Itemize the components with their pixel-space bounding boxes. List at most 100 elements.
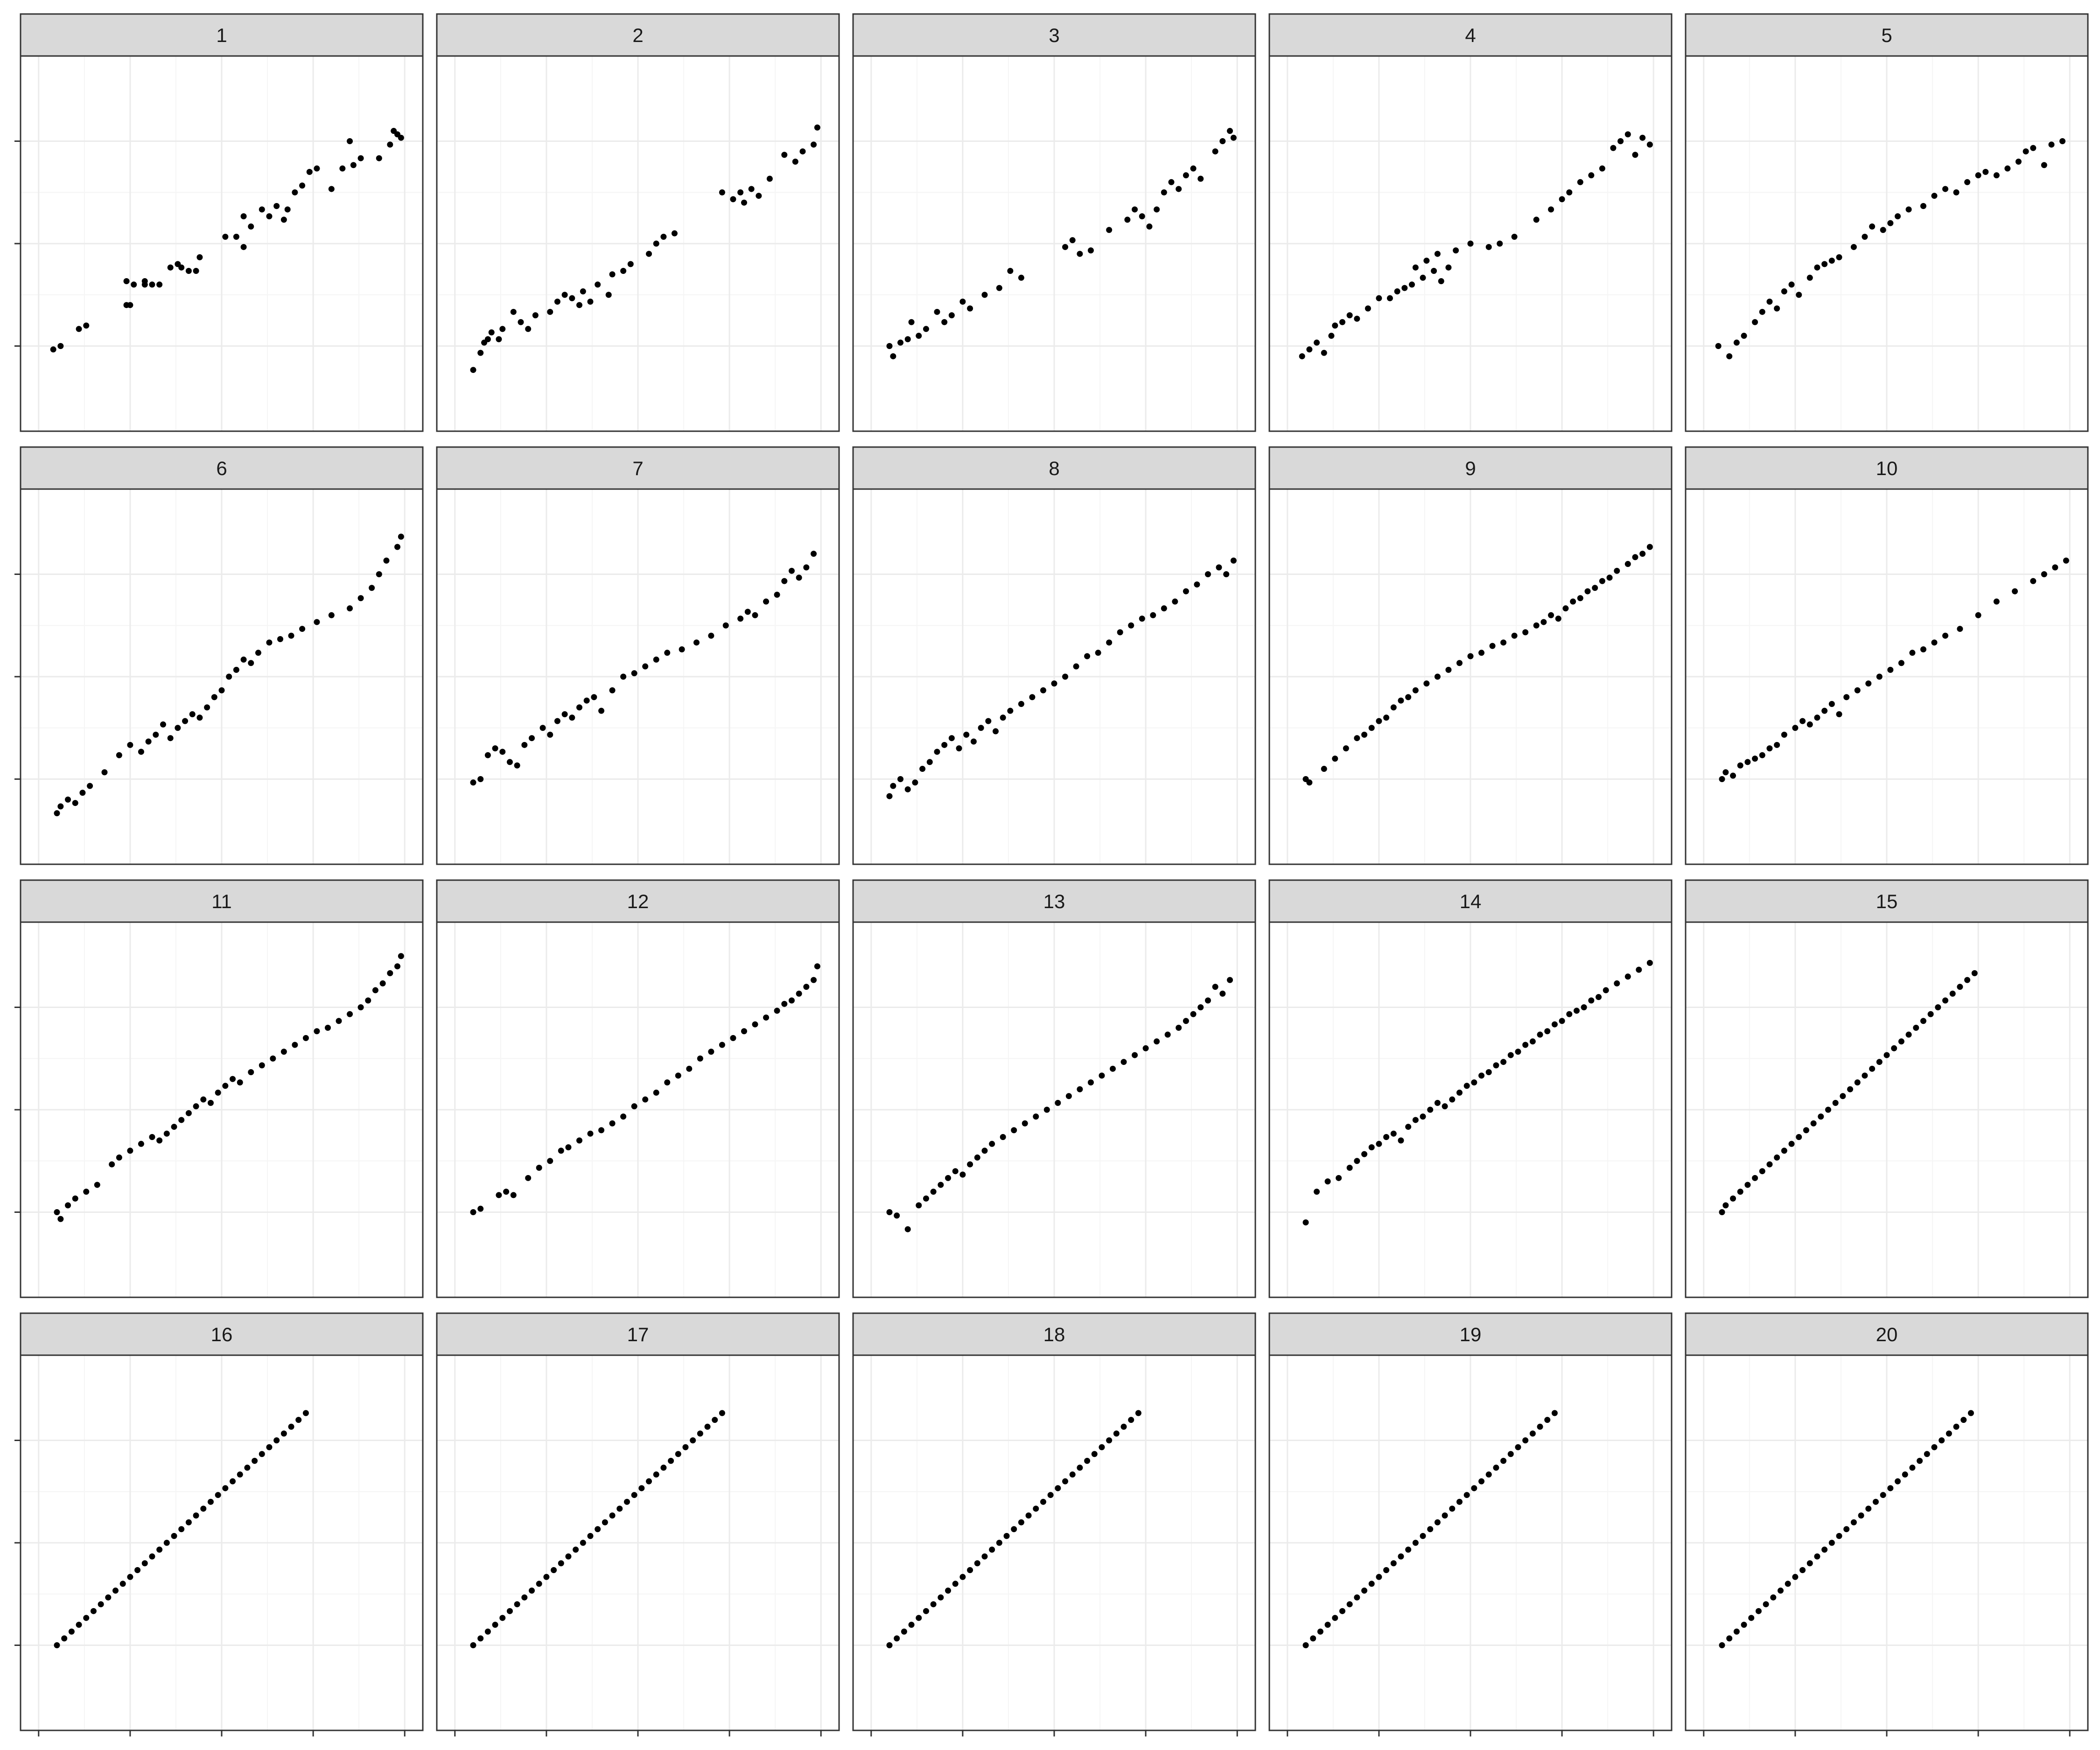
scatter-point bbox=[1190, 165, 1197, 172]
scatter-point bbox=[1230, 557, 1237, 564]
scatter-point bbox=[1456, 660, 1463, 666]
scatter-point bbox=[83, 1189, 90, 1195]
scatter-point bbox=[573, 1547, 579, 1553]
scatter-point bbox=[1339, 319, 1345, 325]
scatter-point bbox=[1471, 1485, 1477, 1491]
scatter-point bbox=[543, 1574, 550, 1580]
scatter-point bbox=[328, 186, 335, 192]
scatter-point bbox=[204, 704, 210, 711]
scatter-point bbox=[1949, 990, 1956, 997]
scatter-point bbox=[1581, 1004, 1587, 1011]
scatter-point bbox=[193, 268, 199, 274]
scatter-point bbox=[1774, 742, 1780, 748]
scatter-point bbox=[1624, 561, 1631, 567]
scatter-point bbox=[978, 725, 984, 731]
scatter-point bbox=[211, 694, 217, 700]
scatter-point bbox=[292, 189, 298, 196]
scatter-point bbox=[1216, 564, 1222, 571]
scatter-point bbox=[163, 1130, 170, 1137]
scatter-point bbox=[1596, 994, 1602, 1001]
scatter-point bbox=[496, 336, 502, 343]
scatter-point bbox=[1227, 977, 1233, 983]
scatter-point bbox=[284, 206, 291, 213]
scatter-point bbox=[1401, 285, 1408, 291]
scatter-point bbox=[1423, 680, 1430, 687]
scatter-point bbox=[1733, 339, 1740, 346]
scatter-point bbox=[477, 350, 484, 356]
scatter-point bbox=[1781, 1148, 1787, 1154]
scatter-point bbox=[145, 738, 152, 745]
scatter-point bbox=[398, 953, 404, 959]
scatter-point bbox=[1106, 639, 1113, 646]
scatter-point bbox=[1383, 1134, 1390, 1141]
scatter-point bbox=[653, 1089, 659, 1096]
scatter-point bbox=[934, 749, 940, 755]
scatter-point bbox=[141, 1560, 148, 1567]
scatter-point bbox=[94, 1182, 100, 1188]
scatter-point bbox=[1832, 1099, 1839, 1106]
scatter-point bbox=[1821, 707, 1828, 714]
scatter-point bbox=[50, 346, 56, 353]
scatter-point bbox=[1135, 1410, 1141, 1416]
scatter-point bbox=[945, 1175, 952, 1181]
panel-border bbox=[1268, 55, 1673, 432]
scatter-point bbox=[1343, 745, 1349, 752]
scatter-point bbox=[1332, 756, 1338, 762]
scatter-point bbox=[1339, 1608, 1345, 1614]
scatter-point bbox=[1821, 261, 1828, 267]
scatter-point bbox=[189, 711, 196, 717]
scatter-point bbox=[1559, 196, 1565, 203]
facet-strip bbox=[436, 446, 840, 490]
scatter-point bbox=[748, 186, 755, 192]
scatter-point bbox=[1957, 984, 1963, 990]
panel-border bbox=[852, 488, 1256, 865]
scatter-point bbox=[766, 175, 773, 182]
scatter-point bbox=[1033, 1505, 1039, 1512]
scatter-point bbox=[916, 333, 922, 339]
scatter-point bbox=[244, 1464, 251, 1471]
scatter-point bbox=[1737, 762, 1743, 769]
scatter-point bbox=[1110, 1065, 1116, 1072]
scatter-point bbox=[1354, 735, 1360, 742]
scatter-point bbox=[547, 308, 553, 315]
scatter-point bbox=[233, 666, 239, 673]
scatter-point bbox=[109, 1161, 115, 1168]
scatter-point bbox=[1084, 1457, 1091, 1464]
scatter-point bbox=[1368, 1144, 1375, 1150]
scatter-point bbox=[149, 1134, 155, 1141]
scatter-point bbox=[1500, 1059, 1507, 1065]
scatter-point bbox=[230, 1478, 236, 1484]
scatter-point bbox=[171, 1124, 177, 1130]
scatter-point bbox=[484, 1628, 491, 1635]
facet-strip-label: 3 bbox=[1049, 24, 1059, 46]
scatter-point bbox=[1909, 650, 1916, 656]
scatter-point bbox=[499, 326, 506, 332]
scatter-point bbox=[948, 312, 955, 319]
scatter-point bbox=[580, 288, 586, 294]
scatter-point bbox=[1869, 1065, 1876, 1072]
scatter-point bbox=[1493, 1062, 1499, 1069]
scatter-point bbox=[1865, 680, 1872, 687]
facet-panel-17: 17 bbox=[436, 1312, 840, 1736]
scatter-point bbox=[240, 244, 247, 250]
scatter-point bbox=[116, 752, 122, 758]
scatter-point bbox=[215, 1089, 221, 1096]
scatter-point bbox=[1011, 1127, 1017, 1134]
scatter-point bbox=[1913, 1024, 1919, 1031]
facet-strip bbox=[852, 1312, 1256, 1356]
scatter-point bbox=[477, 1205, 484, 1212]
facet-strip bbox=[1268, 446, 1673, 490]
facet-strip-label: 14 bbox=[1460, 890, 1482, 912]
scatter-point bbox=[207, 1099, 214, 1106]
scatter-point bbox=[514, 762, 520, 769]
scatter-point bbox=[1862, 1072, 1868, 1079]
scatter-point bbox=[1825, 1106, 1831, 1113]
scatter-point bbox=[131, 281, 137, 288]
scatter-point bbox=[1018, 1519, 1024, 1526]
scatter-point bbox=[1872, 1498, 1879, 1505]
scatter-point bbox=[2015, 158, 2022, 165]
facet-strip bbox=[1268, 13, 1673, 57]
scatter-point bbox=[916, 1202, 922, 1209]
facet-strip bbox=[1685, 1312, 2089, 1356]
scatter-point bbox=[314, 165, 320, 172]
